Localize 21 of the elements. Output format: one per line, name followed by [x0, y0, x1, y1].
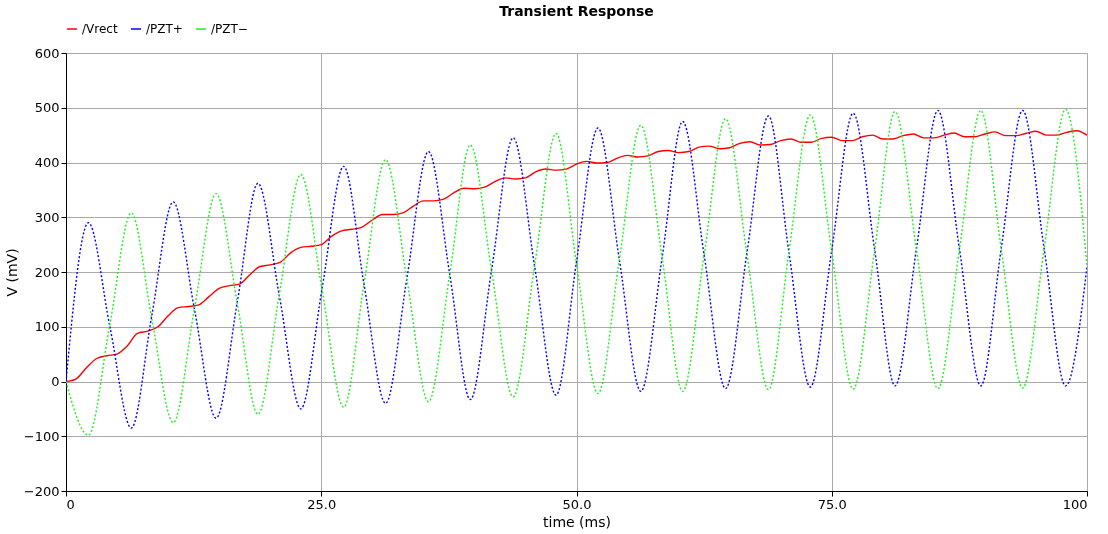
y-tick-label: 600 [34, 45, 60, 61]
line-series [66, 130, 1087, 383]
legend-label: /PZT− [211, 22, 248, 36]
legend-label: /PZT+ [146, 22, 183, 36]
y-tick-label: 200 [34, 264, 60, 280]
y-tick-label: 500 [34, 100, 60, 116]
x-tick-label: 75.0 [817, 496, 847, 512]
x-tick-label: 50.0 [562, 496, 592, 512]
x-tick-label: 0 [66, 496, 75, 512]
legend-label: /Vrect [82, 22, 118, 36]
y-axis-title: V (mV) [3, 248, 20, 297]
y-tick-label: 400 [34, 155, 60, 170]
y-tick-label: −100 [23, 428, 60, 444]
y-tick-label: 300 [34, 209, 60, 225]
x-tick-label: 25.0 [307, 496, 337, 512]
y-tick-label: 0 [51, 374, 60, 389]
x-axis-title: time (ms) [543, 513, 611, 530]
chart-title: Transient Response [499, 3, 654, 19]
y-tick-label: −200 [23, 483, 60, 499]
y-tick-label: 100 [34, 319, 60, 335]
x-tick-label: 100 [1062, 496, 1088, 512]
